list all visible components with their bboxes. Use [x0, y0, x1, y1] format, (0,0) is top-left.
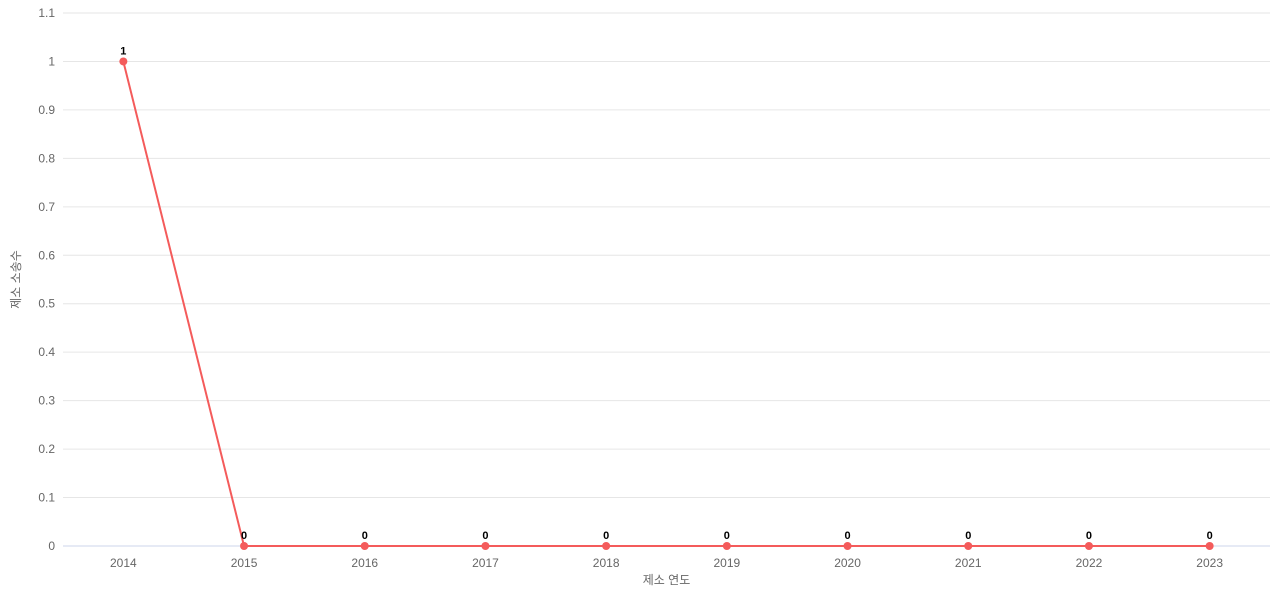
y-axis-title: 제소 소송수 [9, 250, 23, 309]
x-axis-tick-label: 2018 [593, 556, 620, 570]
y-axis-tick-label: 1.1 [38, 6, 55, 20]
y-axis-tick-label: 0.7 [38, 200, 55, 214]
data-point-marker[interactable] [1084, 542, 1093, 550]
y-axis-tick-label: 1 [48, 54, 55, 68]
data-point-marker[interactable] [360, 542, 369, 550]
x-axis-tick-label: 2022 [1076, 556, 1103, 570]
series-line [122, 60, 1211, 547]
data-label: 0 [241, 530, 247, 542]
data-label: 0 [482, 530, 488, 542]
x-axis-tick-label: 2014 [110, 556, 137, 570]
y-axis-tick-label: 0.9 [38, 103, 55, 117]
data-label: 0 [965, 530, 971, 542]
data-label: 0 [724, 530, 730, 542]
y-axis-tick-label: 0.5 [38, 297, 55, 311]
data-label: 0 [603, 530, 609, 542]
x-axis-tick-label: 2016 [351, 556, 378, 570]
x-axis-title: 제소 연도 [643, 573, 691, 587]
y-axis-tick-label: 0.1 [38, 491, 55, 505]
x-axis-tick-label: 2023 [1196, 556, 1223, 570]
data-label: 0 [362, 530, 368, 542]
x-axis-tick-label: 2021 [955, 556, 982, 570]
y-axis-tick-label: 0.3 [38, 394, 55, 408]
data-point-marker[interactable] [964, 542, 973, 550]
data-label: 0 [1086, 530, 1092, 542]
data-point-marker[interactable] [843, 542, 852, 550]
data-point-marker[interactable] [119, 57, 128, 66]
y-axis-tick-label: 0.2 [38, 442, 55, 456]
data-label: 0 [1207, 530, 1213, 542]
x-axis-tick-label: 2019 [713, 556, 740, 570]
data-point-marker[interactable] [602, 542, 611, 550]
data-label: 1 [120, 45, 126, 57]
x-axis-tick-label: 2015 [231, 556, 258, 570]
data-point-marker[interactable] [240, 542, 249, 550]
y-axis-tick-label: 0.4 [38, 345, 55, 359]
x-axis-tick-label: 2020 [834, 556, 861, 570]
data-label: 0 [844, 530, 850, 542]
y-axis-tick-label: 0.6 [38, 248, 55, 262]
data-point-marker[interactable] [481, 542, 490, 550]
data-point-marker[interactable] [722, 542, 731, 550]
y-axis-tick-label: 0.8 [38, 151, 55, 165]
data-point-marker[interactable] [1205, 542, 1214, 550]
x-axis-tick-label: 2017 [472, 556, 499, 570]
y-axis-tick-label: 0 [48, 539, 55, 553]
